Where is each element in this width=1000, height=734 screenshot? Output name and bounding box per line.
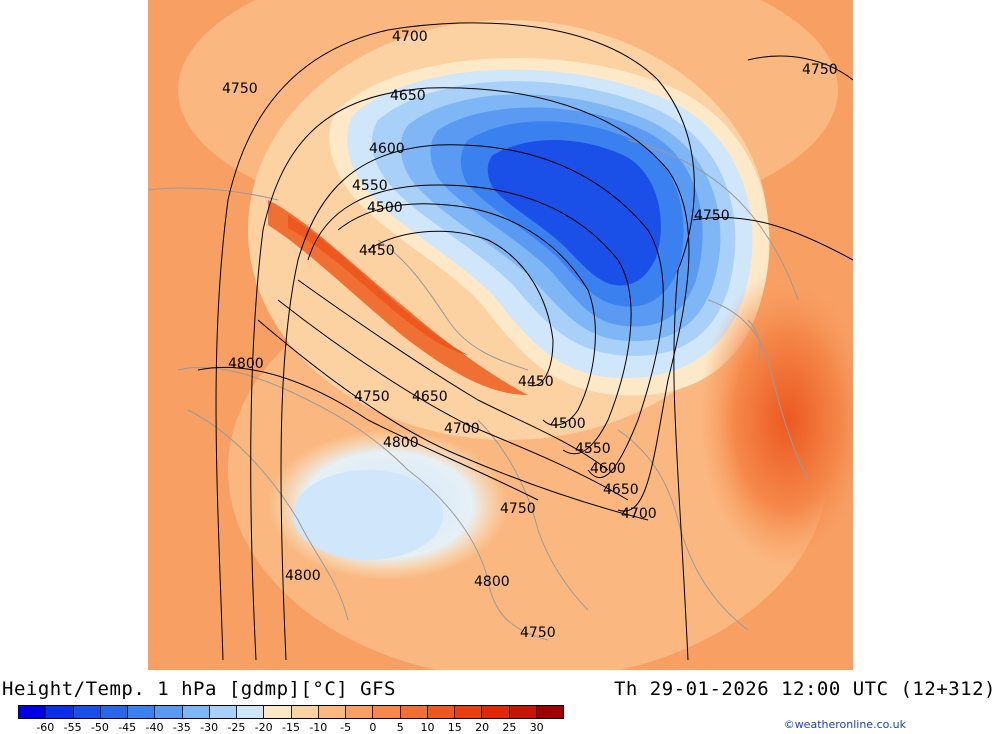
contour-label: 4800 bbox=[228, 356, 264, 372]
contour-label: 4700 bbox=[621, 506, 657, 522]
contour-label: 4500 bbox=[550, 416, 586, 432]
warm-jet-core bbox=[288, 215, 468, 355]
warm-patch-east bbox=[698, 270, 878, 570]
contour-label: 4750 bbox=[354, 389, 390, 405]
legend-swatch bbox=[427, 706, 455, 718]
legend-tick-label: 30 bbox=[529, 721, 544, 734]
contour-label: 4650 bbox=[603, 482, 639, 498]
contour-label: 4450 bbox=[359, 243, 395, 259]
legend-tick-label: -50 bbox=[90, 721, 109, 734]
contour-label: 4750 bbox=[500, 501, 536, 517]
legend-tick-label: 25 bbox=[502, 721, 517, 734]
legend-tick-label: -45 bbox=[118, 721, 137, 734]
legend-swatch bbox=[482, 706, 510, 718]
legend-tick-label: -60 bbox=[36, 721, 55, 734]
legend-tick-label: -40 bbox=[145, 721, 164, 734]
legend-swatch bbox=[346, 706, 374, 718]
map-canvas: 4700 4750 4750 4650 4600 4550 4500 4450 … bbox=[147, 0, 878, 680]
contour-label: 4750 bbox=[802, 62, 838, 78]
legend-swatch bbox=[318, 706, 346, 718]
contour-label: 4650 bbox=[390, 88, 426, 104]
legend-swatch bbox=[237, 706, 265, 718]
legend-tick-label: 20 bbox=[475, 721, 490, 734]
contour-label: 4750 bbox=[520, 625, 556, 641]
legend-tick-label: -55 bbox=[63, 721, 82, 734]
cold-patch-core bbox=[293, 470, 443, 560]
contour-label: 4600 bbox=[590, 461, 626, 477]
legend-swatch bbox=[264, 706, 292, 718]
legend-tick-label: 0 bbox=[369, 721, 377, 734]
legend-swatch bbox=[100, 706, 128, 718]
contour-label: 4700 bbox=[392, 29, 428, 45]
contour-label: 4750 bbox=[694, 208, 730, 224]
legend-swatch bbox=[455, 706, 483, 718]
legend-tick-label: -5 bbox=[340, 721, 352, 734]
color-legend bbox=[18, 705, 564, 719]
contour-label: 4500 bbox=[367, 200, 403, 216]
legend-swatch bbox=[155, 706, 183, 718]
coastlines bbox=[147, 139, 809, 641]
contour-label: 4700 bbox=[444, 421, 480, 437]
map-title: Height/Temp. 1 hPa [gdmp][°C] GFS bbox=[2, 678, 396, 700]
legend-swatch bbox=[536, 706, 563, 718]
height-contours bbox=[197, 22, 854, 661]
legend-tick-label: 5 bbox=[396, 721, 404, 734]
legend-swatch bbox=[19, 706, 47, 718]
contour-label: 4650 bbox=[412, 389, 448, 405]
contour-label: 4800 bbox=[383, 435, 419, 451]
credit-link[interactable]: ©weatheronline.co.uk bbox=[783, 718, 906, 731]
legend-swatch bbox=[509, 706, 537, 718]
contour-label: 4600 bbox=[369, 141, 405, 157]
contour-label: 4450 bbox=[518, 374, 554, 390]
color-legend-labels: -60 -55 -50 -45 -40 -35 -30 -25 -20 -15 -10 -5 0 5 10 1… bbox=[18, 721, 564, 734]
legend-tick-label: -30 bbox=[200, 721, 219, 734]
valid-time: Th 29-01-2026 12:00 UTC (12+312) bbox=[613, 678, 996, 700]
legend-tick-label: -35 bbox=[172, 721, 191, 734]
legend-tick-label: -20 bbox=[254, 721, 273, 734]
contour-label: 4800 bbox=[474, 574, 510, 590]
weather-map: 4700 4750 4750 4650 4600 4550 4500 4450 … bbox=[147, 0, 878, 680]
contour-label: 4800 bbox=[285, 568, 321, 584]
legend-swatch bbox=[182, 706, 210, 718]
contour-labels: 4700 4750 4750 4650 4600 4550 4500 4450 … bbox=[222, 29, 838, 641]
contour-label: 4750 bbox=[222, 81, 258, 97]
legend-swatch bbox=[400, 706, 428, 718]
legend-swatch bbox=[73, 706, 101, 718]
legend-swatch bbox=[46, 706, 74, 718]
legend-swatch bbox=[291, 706, 319, 718]
legend-swatch bbox=[209, 706, 237, 718]
legend-tick-label: 10 bbox=[420, 721, 435, 734]
legend-tick-label: -15 bbox=[282, 721, 300, 734]
cold-core bbox=[487, 140, 661, 286]
contour-label: 4550 bbox=[352, 178, 388, 194]
legend-tick-label: 15 bbox=[447, 721, 462, 734]
legend-tick-label: -10 bbox=[309, 721, 328, 734]
legend-swatch bbox=[373, 706, 401, 718]
legend-swatch bbox=[128, 706, 156, 718]
contour-label: 4550 bbox=[575, 441, 611, 457]
legend-tick-label: -25 bbox=[227, 721, 246, 734]
